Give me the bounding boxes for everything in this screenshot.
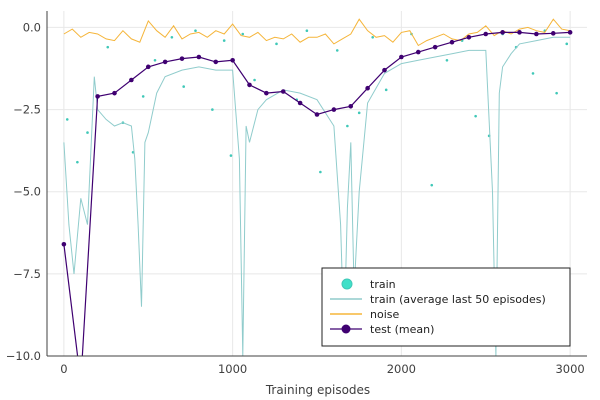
legend-train-marker: [341, 278, 353, 290]
train-point: [253, 78, 256, 82]
test-mean-point: [365, 85, 370, 91]
train-point: [335, 49, 339, 52]
test-mean-series: [61, 30, 573, 385]
test-mean-point: [483, 31, 489, 37]
y-tick-label: 0.0: [23, 20, 41, 34]
noise-series: [63, 18, 571, 47]
train-point: [445, 58, 449, 62]
train-point: [305, 29, 309, 33]
train-point: [182, 85, 185, 88]
y-tick-label: −2.5: [13, 103, 41, 117]
train-point: [474, 114, 477, 118]
test-mean-point: [382, 67, 387, 73]
train-point: [229, 154, 233, 157]
train-point: [76, 160, 79, 164]
test-mean-point: [449, 39, 455, 45]
legend-noise-label: noise: [370, 308, 399, 321]
y-tick-label: −7.5: [13, 267, 41, 281]
train-point: [275, 42, 278, 46]
train-point: [241, 32, 245, 36]
test-mean-point: [297, 100, 303, 106]
train-point: [86, 131, 89, 134]
test-mean-point: [179, 56, 185, 61]
test-mean-point: [534, 31, 539, 37]
train-point: [194, 29, 197, 33]
train-average-series: [63, 36, 571, 356]
test-mean-point: [550, 31, 556, 36]
test-mean-point: [129, 77, 134, 83]
train-point: [531, 72, 535, 75]
train-point: [357, 111, 361, 115]
test-mean-point: [280, 89, 286, 94]
train-point: [222, 39, 226, 42]
test-mean-point: [112, 90, 117, 96]
test-mean-point: [399, 54, 404, 60]
legend-train-avg-label: train (average last 50 episodes): [370, 293, 546, 306]
train-point: [141, 95, 145, 98]
train-scatter: [65, 29, 569, 187]
train-point: [170, 35, 174, 39]
tick-labels: 0 1000 2000 3000 0.0 −2.5 −5.0 −7.5 −10.0: [6, 20, 585, 376]
legend-box: [321, 267, 571, 347]
test-mean-point: [331, 107, 337, 112]
test-mean-point: [500, 30, 505, 35]
test-mean-point: [213, 59, 219, 65]
test-mean-point: [230, 57, 235, 63]
test-mean-point: [567, 30, 573, 35]
legend-test-marker: [341, 324, 351, 334]
train-point: [211, 108, 214, 111]
train-point: [371, 35, 374, 39]
x-tick-label: 3000: [555, 362, 584, 376]
test-mean-point: [196, 54, 202, 60]
x-tick-label: 2000: [387, 362, 416, 376]
y-tick-label: −5.0: [13, 185, 41, 199]
test-mean-point: [432, 44, 438, 50]
test-mean-point: [95, 94, 100, 99]
noise-line: [63, 18, 571, 47]
test-mean-point: [247, 82, 252, 88]
train-point: [430, 183, 434, 187]
test-mean-point: [517, 30, 522, 35]
train-point: [565, 42, 569, 46]
train-point: [346, 124, 349, 128]
x-tick-label: 0: [60, 362, 67, 376]
test-mean-point: [145, 64, 151, 70]
test-mean-point: [162, 59, 168, 65]
train-point: [319, 170, 322, 174]
test-mean-point: [78, 380, 83, 385]
x-tick-label: 1000: [218, 362, 247, 376]
train-point: [384, 88, 388, 92]
test-mean-point: [314, 112, 320, 117]
legend-train-label: train: [370, 278, 396, 291]
test-mean-point: [264, 90, 269, 96]
y-tick-label: −10.0: [6, 349, 41, 363]
test-mean-point: [61, 241, 67, 247]
axes: [46, 11, 587, 357]
train-average-line: [63, 36, 571, 356]
legend: train train (average last 50 episodes) n…: [321, 267, 571, 347]
x-axis-title: Training episodes: [265, 383, 370, 397]
test-mean-point: [466, 34, 472, 40]
train-point: [106, 45, 110, 49]
test-mean-point: [348, 103, 354, 109]
test-mean-point: [415, 49, 421, 55]
train-point: [153, 58, 157, 62]
train-point: [65, 118, 69, 121]
legend-test-label: test (mean): [370, 323, 434, 336]
train-point: [555, 91, 558, 95]
